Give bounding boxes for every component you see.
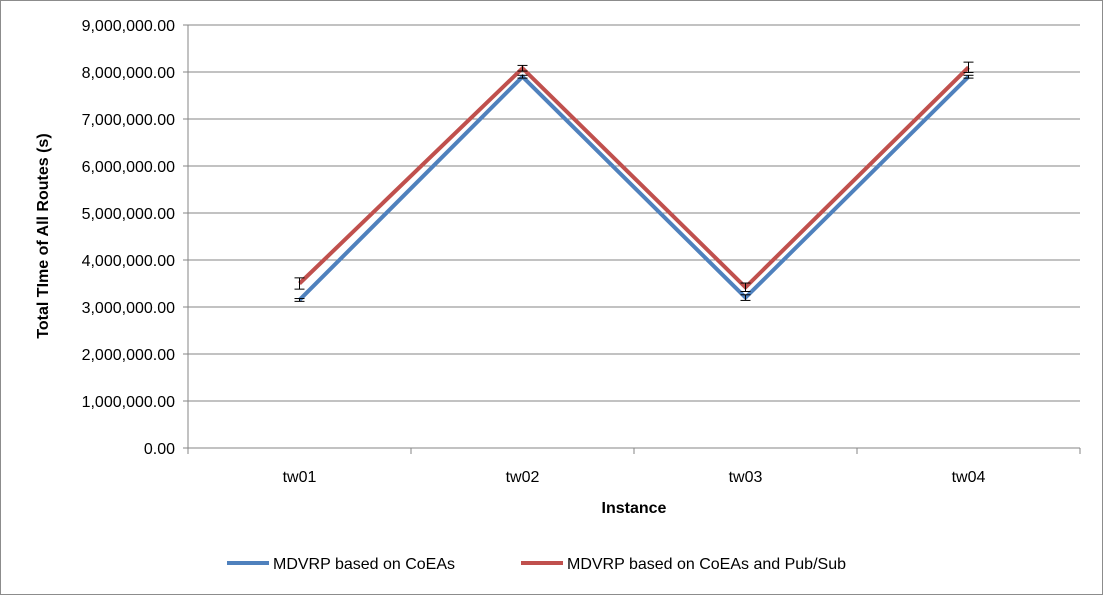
x-tick-label: tw01 [283,469,317,486]
error-bar [963,74,974,79]
error-bar [294,298,305,302]
axes [183,24,1081,454]
series-line-2 [298,65,970,291]
error-bar [517,74,528,79]
y-tick-label: 2,000,000.00 [82,347,176,364]
y-tick-label: 0.00 [144,441,175,458]
error-bar [963,61,974,73]
error-bar [517,64,528,72]
error-bars [294,61,974,302]
y-axis-title: Total TIme of All Routes (s) [35,133,52,338]
legend-label-series-2: MDVRP based on CoEAs and Pub/Sub [567,556,846,573]
error-bar [740,282,751,292]
error-bar [740,294,751,301]
y-tick-label: 5,000,000.00 [82,206,176,223]
y-tick-label: 8,000,000.00 [82,65,176,82]
legend: MDVRP based on CoEAs MDVRP based on CoEA… [227,556,846,573]
y-tick-label: 7,000,000.00 [82,112,176,129]
x-tick-labels: tw01 tw02 tw03 tw04 [283,469,986,486]
legend-label-series-1: MDVRP based on CoEAs [273,556,455,573]
y-tick-label: 9,000,000.00 [82,18,176,35]
series-lines [298,65,970,302]
x-tick-label: tw03 [729,469,763,486]
y-tick-labels: 0.00 1,000,000.00 2,000,000.00 3,000,000.00… [82,18,176,458]
x-tick-label: tw04 [952,469,986,486]
gridlines [188,24,1080,402]
x-axis-title: Instance [602,500,667,517]
error-bar [294,277,305,290]
x-tick-label: tw02 [506,469,540,486]
y-tick-label: 1,000,000.00 [82,394,176,411]
y-tick-label: 6,000,000.00 [82,159,176,176]
series-line-1 [298,73,970,302]
y-tick-label: 4,000,000.00 [82,253,176,270]
y-tick-label: 3,000,000.00 [82,300,176,317]
